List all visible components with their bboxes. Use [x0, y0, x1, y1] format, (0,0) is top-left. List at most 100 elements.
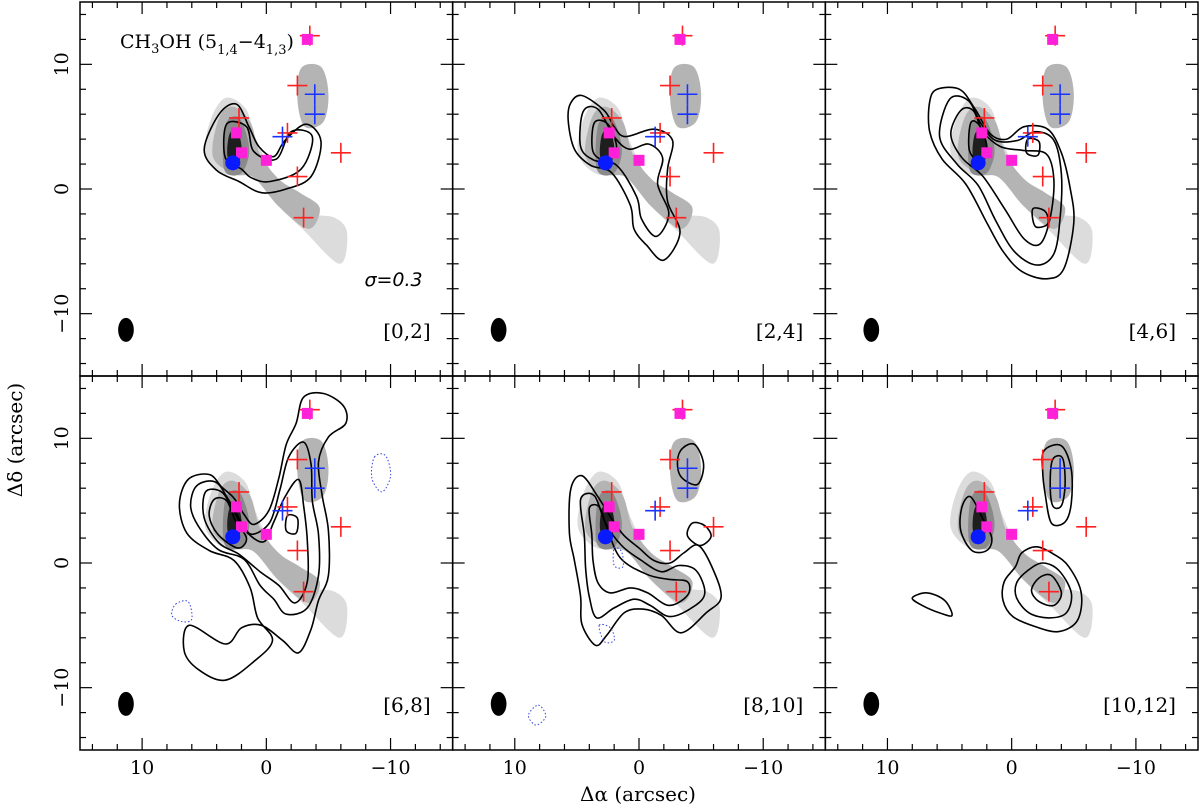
- contour-line: [676, 442, 705, 486]
- blue-cross-marker: [272, 126, 293, 147]
- red-cross-marker: [293, 581, 314, 602]
- red-cross-marker: [1022, 496, 1043, 517]
- red-cross-marker: [1022, 122, 1043, 143]
- magenta-square-marker: [260, 528, 272, 540]
- magenta-square-marker: [674, 33, 686, 45]
- molecule-label: CH3OH (51,4−41,3): [120, 31, 294, 58]
- magenta-square-marker: [1047, 33, 1059, 45]
- negative-contour: [612, 546, 624, 569]
- magenta-square-marker: [301, 407, 313, 419]
- magenta-square-marker: [608, 521, 620, 533]
- red-cross-marker: [660, 540, 681, 561]
- blue-cross-marker: [677, 478, 698, 499]
- beam-ellipse: [490, 317, 507, 342]
- blue-cross-marker: [304, 478, 325, 499]
- red-cross-marker: [277, 122, 298, 143]
- red-cross-marker: [287, 540, 308, 561]
- negative-contour: [598, 623, 615, 644]
- beam-ellipse: [118, 691, 134, 716]
- contour-line: [203, 102, 322, 194]
- blue-cross-marker: [645, 500, 666, 521]
- blue-dot-marker: [225, 155, 241, 171]
- channel-panel: [10,12] 10 0 −10: [824, 375, 1199, 779]
- blue-cross-marker: [1050, 478, 1071, 499]
- velocity-range-label: [10,12]: [1103, 693, 1176, 717]
- contour-line: [959, 495, 993, 554]
- y-axis-label: Δδ (arcsec): [3, 383, 27, 497]
- blue-cross-marker: [677, 458, 698, 479]
- blue-cross-marker: [1050, 104, 1071, 125]
- magenta-square-marker: [260, 154, 272, 166]
- y-tick-label: 0: [51, 183, 73, 195]
- contour-line: [178, 391, 348, 682]
- contour-line: [567, 94, 681, 262]
- contour-line: [284, 513, 299, 535]
- blue-dot-marker: [225, 529, 241, 545]
- contour-line: [1024, 137, 1041, 157]
- contour-line: [911, 592, 953, 617]
- beam-ellipse: [118, 317, 134, 342]
- magenta-square-marker: [1047, 407, 1059, 419]
- blue-cross-marker: [1050, 84, 1071, 105]
- magenta-square-marker: [235, 521, 247, 533]
- contour-line: [222, 120, 314, 183]
- velocity-range-label: [8,10]: [743, 693, 803, 717]
- blue-dot-marker: [597, 529, 613, 545]
- y-tick-label: −10: [51, 668, 73, 708]
- contour-line: [927, 86, 1075, 280]
- magenta-square-marker: [603, 501, 615, 513]
- x-tick-label: −10: [1116, 757, 1156, 779]
- channel-panel: [6,8] 10 0 −10 −10 0 10: [51, 375, 454, 779]
- red-cross-marker: [974, 107, 995, 128]
- red-cross-marker: [660, 166, 681, 187]
- panel-map: [118, 25, 351, 342]
- magenta-square-marker: [1006, 528, 1018, 540]
- magenta-square-marker: [603, 127, 615, 139]
- red-cross-marker: [1032, 449, 1053, 470]
- panel-map: [863, 25, 1097, 342]
- red-cross-marker: [703, 142, 724, 163]
- red-cross-marker: [601, 107, 622, 128]
- x-tick-label: 0: [633, 757, 645, 779]
- contour-line: [579, 492, 706, 619]
- panels-layer: [0,2] −10 0 10 CH3OH (51,4−41,3) σ=0.3 [2,4] [4…: [51, 1, 1199, 779]
- red-cross-marker: [287, 449, 308, 470]
- velocity-range-label: [4,6]: [1129, 319, 1176, 343]
- red-cross-marker: [650, 122, 671, 143]
- contour-line: [588, 503, 691, 607]
- contour-line: [568, 474, 722, 647]
- contour-line: [938, 95, 1063, 266]
- red-cross-marker: [666, 207, 687, 228]
- x-tick-label: −10: [371, 757, 411, 779]
- blue-cross-marker: [677, 104, 698, 125]
- negative-contour: [171, 600, 193, 623]
- contour-line: [1031, 207, 1050, 229]
- contour-line: [686, 521, 712, 547]
- magenta-square-marker: [608, 147, 620, 159]
- channel-panel: [2,4]: [451, 1, 827, 377]
- red-cross-marker: [330, 142, 351, 163]
- grey-emission-level: [297, 63, 329, 129]
- red-cross-marker: [974, 481, 995, 502]
- grey-emission-level: [1042, 63, 1074, 129]
- negative-contour: [370, 453, 392, 493]
- magenta-square-marker: [231, 501, 243, 513]
- y-tick-label: −10: [51, 294, 73, 334]
- beam-ellipse: [863, 317, 880, 342]
- blue-dot-marker: [970, 155, 986, 171]
- x-tick-label: 10: [130, 757, 154, 779]
- magenta-square-marker: [235, 147, 247, 159]
- beam-ellipse: [863, 691, 880, 716]
- x-tick-label: 10: [503, 757, 527, 779]
- y-tick-label: 10: [51, 52, 73, 76]
- red-cross-marker: [229, 107, 250, 128]
- contour-line: [1049, 454, 1066, 510]
- velocity-range-label: [2,4]: [756, 319, 803, 343]
- magenta-square-marker: [1006, 154, 1018, 166]
- magenta-square-marker: [976, 127, 988, 139]
- panel-map: [490, 25, 724, 342]
- blue-cross-marker: [304, 104, 325, 125]
- red-cross-marker: [229, 481, 250, 502]
- blue-cross-marker: [1050, 458, 1071, 479]
